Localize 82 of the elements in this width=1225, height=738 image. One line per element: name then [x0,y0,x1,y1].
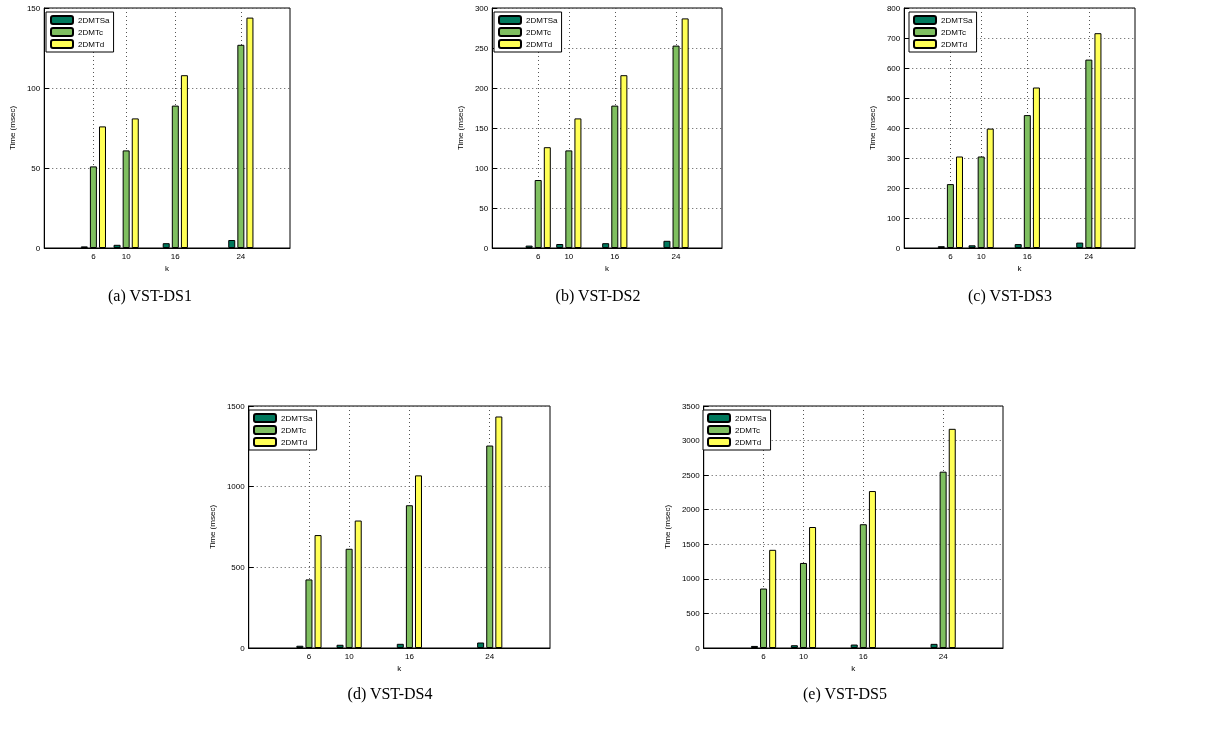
text: (d) VST-DS4 [347,684,433,703]
legend-label: 2DMTSa [281,413,314,423]
y-axis-title: Time (msec) [455,105,465,151]
y-tick-label: 700 [886,33,901,43]
y-axis-title: Time (msec) [867,105,877,151]
y-tick-label: 1000 [226,482,246,492]
x-tick-label: 24 [1084,251,1094,261]
y-tick-label: 500 [886,93,901,103]
y-tick-label: 100 [886,213,901,223]
y-tick-label: 0 [695,643,701,653]
legend-label: 2DMTc [281,425,306,435]
x-tick-label: 10 [344,651,355,661]
y-tick-label: 1000 [681,574,701,584]
y-tick-label: 50 [479,203,489,213]
y-tick-label: 2500 [681,470,701,480]
x-tick-label: 6 [91,251,97,261]
x-tick-label: 6 [306,651,312,661]
y-tick-label: 500 [231,562,246,572]
legend-label: 2DMTSa [526,15,559,25]
legend-label: 2DMTd [526,39,553,49]
y-tick-label: 0 [895,243,901,253]
x-tick-label: 16 [610,251,620,261]
legend-label: 2DMTc [78,27,103,37]
x-tick-label: 6 [948,251,954,261]
y-tick-label: 250 [474,43,489,53]
y-tick-label: 1500 [681,539,701,549]
x-tick-label: 6 [761,651,767,661]
x-tick-label: 6 [535,251,541,261]
legend-label: 2DMTc [941,27,966,37]
y-tick-label: 400 [886,123,901,133]
legend-label: 2DMTSa [78,15,111,25]
x-tick-label: 24 [938,651,949,661]
y-tick-label: 3500 [681,401,701,411]
y-tick-label: 300 [474,3,489,13]
y-tick-label: 0 [240,643,246,653]
x-tick-label: 16 [858,651,869,661]
y-tick-label: 200 [886,183,901,193]
text: (a) VST-DS1 [107,286,193,305]
y-tick-label: 200 [474,83,489,93]
x-axis-title: k [605,264,611,274]
y-tick-label: 500 [686,608,701,618]
legend-label: 2DMTd [735,437,762,447]
legend-label: 2DMTd [78,39,105,49]
x-tick-label: 24 [671,251,682,261]
y-tick-label: 800 [886,3,901,13]
y-tick-label: 0 [483,243,489,253]
legend-label: 2DMTc [526,27,551,37]
y-axis-title: Time (msec) [7,105,17,151]
x-tick-label: 24 [236,251,246,261]
y-tick-label: 150 [474,123,489,133]
x-tick-label: 24 [485,651,495,661]
y-tick-label: 2000 [681,505,701,515]
x-tick-label: 10 [976,251,987,261]
y-tick-label: 300 [886,153,901,163]
x-tick-label: 16 [404,651,415,661]
text: (b) VST-DS2 [555,286,641,305]
legend-label: 2DMTd [281,437,308,447]
x-tick-label: 10 [799,651,809,661]
y-tick-label: 50 [31,163,41,173]
y-axis-title: Time (msec) [662,504,672,550]
legend-label: 2DMTd [941,39,968,49]
y-tick-label: 0 [35,243,41,253]
x-axis-title: k [1017,264,1023,274]
text: (e) VST-DS5 [802,684,888,703]
x-axis-title: k [851,664,857,674]
legend-label: 2DMTSa [941,15,974,25]
legend-label: 2DMTSa [735,413,768,423]
legend-label: 2DMTc [735,425,760,435]
y-tick-label: 1500 [226,401,246,411]
y-axis-title: Time (msec) [207,504,217,550]
y-tick-label: 600 [886,63,901,73]
y-tick-label: 100 [474,163,489,173]
x-axis-title: k [165,264,171,274]
text: (c) VST-DS3 [967,286,1053,305]
y-tick-label: 150 [26,3,41,13]
x-tick-label: 10 [121,251,132,261]
x-tick-label: 16 [1022,251,1033,261]
y-tick-label: 100 [26,83,41,93]
x-tick-label: 10 [564,251,574,261]
x-tick-label: 16 [170,251,181,261]
y-tick-label: 3000 [681,436,701,446]
x-axis-title: k [397,664,403,674]
